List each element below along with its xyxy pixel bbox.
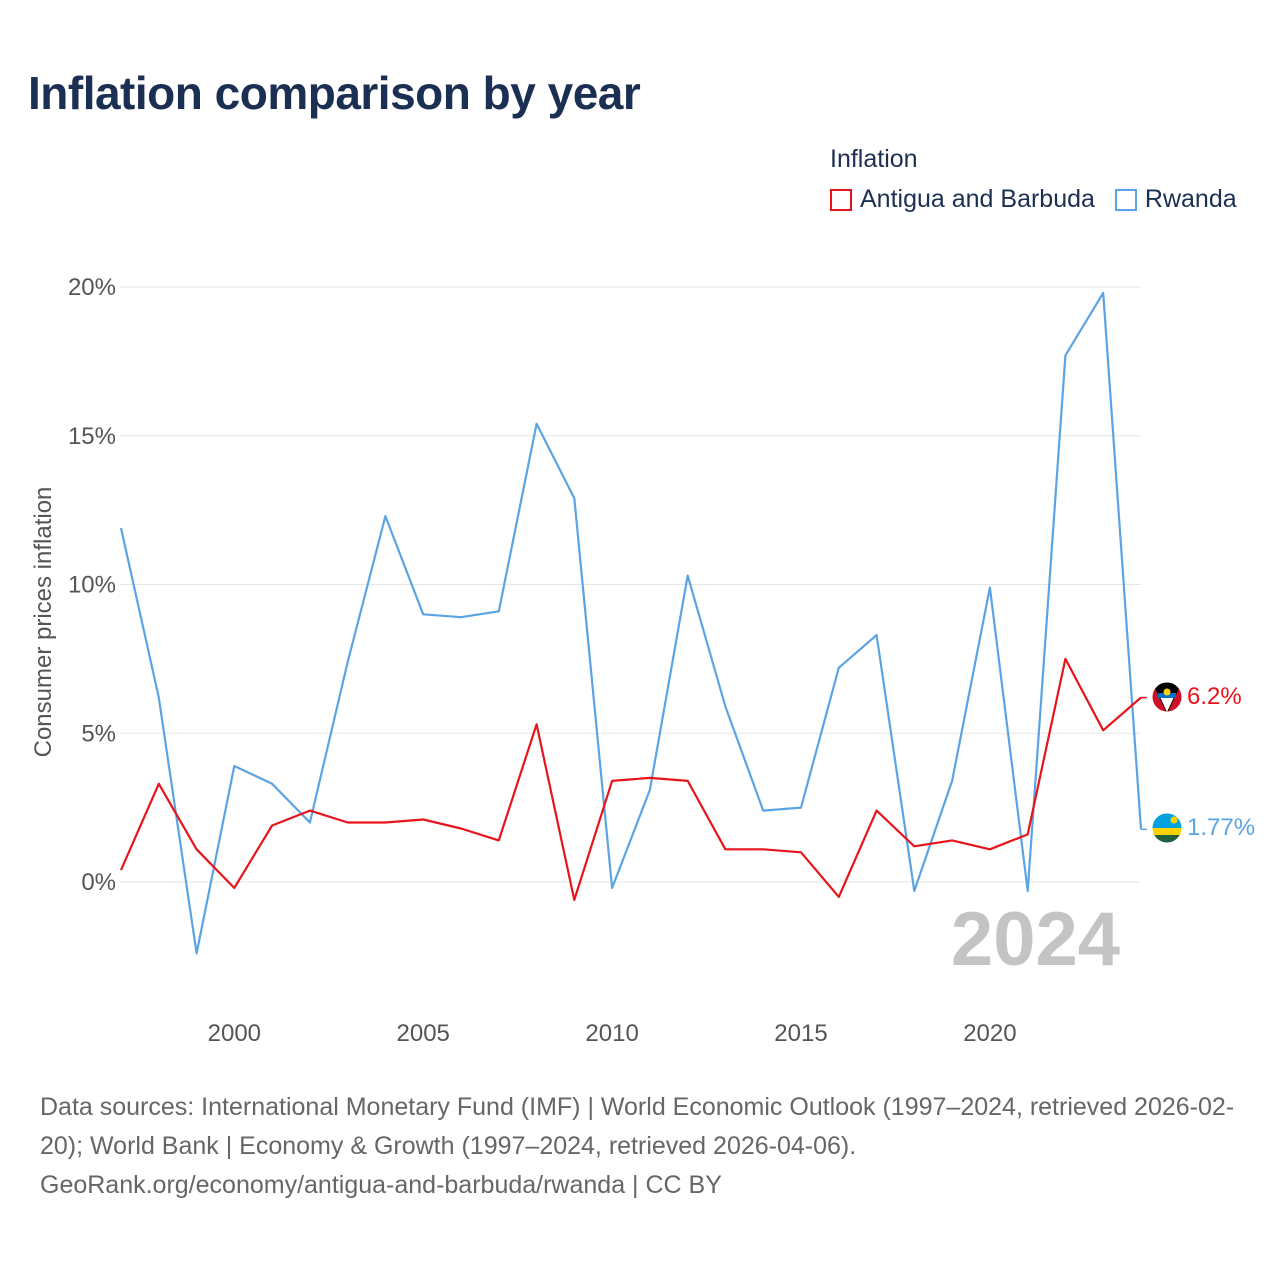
series-line-rwanda <box>119 291 1143 955</box>
y-tick-label: 15% <box>68 423 116 450</box>
grid-lines <box>120 286 1141 883</box>
y-axis: 0% 5% 10% 15% 20% <box>68 274 116 896</box>
series-line-antigua <box>119 657 1142 902</box>
y-tick-label: 20% <box>68 274 116 301</box>
legend-item-rwanda[interactable]: Rwanda <box>1114 185 1237 214</box>
x-tick-label: 2010 <box>585 1020 638 1047</box>
series-lines <box>119 291 1147 955</box>
x-tick-label: 2000 <box>208 1020 261 1047</box>
y-axis-title: Consumer prices inflation <box>30 487 57 758</box>
x-tick-label: 2015 <box>774 1020 827 1047</box>
year-watermark: 2024 <box>951 897 1120 982</box>
legend: Antigua and Barbuda Rwanda <box>830 185 1237 214</box>
x-axis: 2000 2005 2010 2015 2020 <box>208 1020 1017 1047</box>
x-tick-label: 2005 <box>397 1020 450 1047</box>
end-label-antigua: 6.2% <box>1187 683 1242 710</box>
legend-swatch-rwanda <box>1114 188 1137 211</box>
legend-swatch-antigua <box>830 188 852 211</box>
y-tick-label: 10% <box>68 572 116 599</box>
rwanda-flag-icon <box>1151 812 1183 844</box>
y-tick-label: 5% <box>81 720 116 747</box>
source-line-1: Data sources: International Monetary Fun… <box>40 1093 1235 1160</box>
legend-title: Inflation <box>830 145 918 173</box>
source-line-2: GeoRank.org/economy/antigua-and-barbuda/… <box>40 1171 722 1199</box>
antigua-flag-icon <box>1151 681 1183 713</box>
legend-item-antigua[interactable]: Antigua and Barbuda <box>830 185 1095 214</box>
page-title: Inflation comparison by year <box>28 67 641 119</box>
legend-label-rwanda: Rwanda <box>1144 185 1237 213</box>
end-label-rwanda: 1.77% <box>1187 814 1255 841</box>
x-tick-label: 2020 <box>963 1020 1016 1047</box>
line-chart: 0% 5% 10% 15% 20% 2000 2005 2010 2015 2020 Consu… <box>30 274 1255 1047</box>
y-tick-label: 0% <box>81 869 116 896</box>
source-note: Data sources: International Monetary Fun… <box>40 1088 1250 1205</box>
legend-label-antigua: Antigua and Barbuda <box>860 185 1095 213</box>
